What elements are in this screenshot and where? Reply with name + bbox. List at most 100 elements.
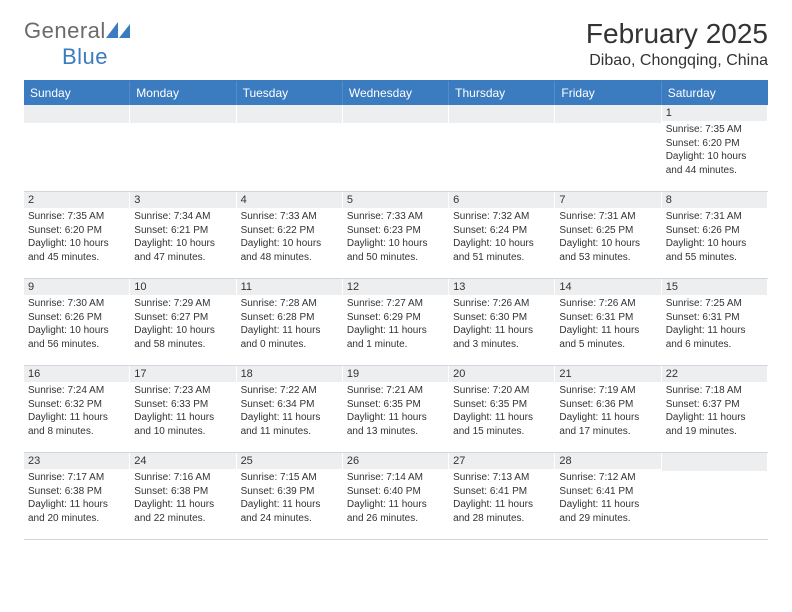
day-line: and 13 minutes. [347, 425, 444, 439]
day-cell: 22Sunrise: 7:18 AMSunset: 6:37 PMDayligh… [662, 366, 768, 452]
day-line: Daylight: 10 hours [559, 237, 656, 251]
day-line: and 22 minutes. [134, 512, 231, 526]
day-number-empty [662, 453, 767, 471]
day-number: 12 [343, 279, 448, 295]
day-cell: 21Sunrise: 7:19 AMSunset: 6:36 PMDayligh… [555, 366, 661, 452]
day-line: and 0 minutes. [241, 338, 338, 352]
day-line: Daylight: 11 hours [134, 498, 231, 512]
day-body: Sunrise: 7:18 AMSunset: 6:37 PMDaylight:… [662, 382, 767, 440]
day-body: Sunrise: 7:20 AMSunset: 6:35 PMDaylight:… [449, 382, 554, 440]
day-cell: 20Sunrise: 7:20 AMSunset: 6:35 PMDayligh… [449, 366, 555, 452]
day-line: and 19 minutes. [666, 425, 763, 439]
day-line: and 47 minutes. [134, 251, 231, 265]
day-body: Sunrise: 7:19 AMSunset: 6:36 PMDaylight:… [555, 382, 660, 440]
day-line [347, 139, 444, 153]
day-number: 28 [555, 453, 660, 469]
day-cell: 18Sunrise: 7:22 AMSunset: 6:34 PMDayligh… [237, 366, 343, 452]
day-body [237, 123, 342, 181]
day-line: Daylight: 10 hours [134, 324, 231, 338]
day-line: and 8 minutes. [28, 425, 125, 439]
weekday-thu: Thursday [449, 81, 555, 105]
day-line: Daylight: 11 hours [347, 324, 444, 338]
day-line: Sunset: 6:20 PM [666, 137, 763, 151]
day-line: Sunrise: 7:26 AM [559, 297, 656, 311]
day-line: and 44 minutes. [666, 164, 763, 178]
day-number-empty [449, 105, 554, 123]
day-line [559, 152, 656, 166]
day-line [134, 139, 231, 153]
day-line [666, 473, 763, 487]
day-line: Daylight: 11 hours [559, 324, 656, 338]
day-body: Sunrise: 7:30 AMSunset: 6:26 PMDaylight:… [24, 295, 129, 353]
day-line: and 17 minutes. [559, 425, 656, 439]
day-line: and 29 minutes. [559, 512, 656, 526]
day-line: Sunset: 6:32 PM [28, 398, 125, 412]
day-cell: 19Sunrise: 7:21 AMSunset: 6:35 PMDayligh… [343, 366, 449, 452]
day-body: Sunrise: 7:27 AMSunset: 6:29 PMDaylight:… [343, 295, 448, 353]
day-number: 1 [662, 105, 767, 121]
day-cell: 14Sunrise: 7:26 AMSunset: 6:31 PMDayligh… [555, 279, 661, 365]
day-number: 22 [662, 366, 767, 382]
day-line: Sunrise: 7:24 AM [28, 384, 125, 398]
day-body [449, 123, 554, 181]
day-line [559, 139, 656, 153]
day-body: Sunrise: 7:13 AMSunset: 6:41 PMDaylight:… [449, 469, 554, 527]
day-body: Sunrise: 7:33 AMSunset: 6:22 PMDaylight:… [237, 208, 342, 266]
day-line: Sunrise: 7:12 AM [559, 471, 656, 485]
day-body: Sunrise: 7:15 AMSunset: 6:39 PMDaylight:… [237, 469, 342, 527]
day-line: Daylight: 11 hours [453, 498, 550, 512]
month-title: February 2025 [586, 18, 768, 50]
weekday-sun: Sunday [24, 81, 130, 105]
day-line: Sunrise: 7:33 AM [241, 210, 338, 224]
day-line: Sunset: 6:24 PM [453, 224, 550, 238]
day-line: Daylight: 10 hours [241, 237, 338, 251]
logo-text-blue: Blue [62, 44, 108, 69]
weekday-wed: Wednesday [343, 81, 449, 105]
day-line [347, 166, 444, 180]
day-line: Sunrise: 7:16 AM [134, 471, 231, 485]
day-line: and 24 minutes. [241, 512, 338, 526]
week-row: 16Sunrise: 7:24 AMSunset: 6:32 PMDayligh… [24, 366, 768, 453]
day-number: 7 [555, 192, 660, 208]
day-line: Sunset: 6:35 PM [347, 398, 444, 412]
day-line: Sunset: 6:39 PM [241, 485, 338, 499]
day-cell: 15Sunrise: 7:25 AMSunset: 6:31 PMDayligh… [662, 279, 768, 365]
day-body: Sunrise: 7:31 AMSunset: 6:26 PMDaylight:… [662, 208, 767, 266]
day-line: and 15 minutes. [453, 425, 550, 439]
day-line: Daylight: 11 hours [347, 498, 444, 512]
title-block: February 2025 Dibao, Chongqing, China [586, 18, 768, 70]
day-line: Sunrise: 7:34 AM [134, 210, 231, 224]
week-row: 23Sunrise: 7:17 AMSunset: 6:38 PMDayligh… [24, 453, 768, 540]
location: Dibao, Chongqing, China [586, 52, 768, 70]
day-number: 16 [24, 366, 129, 382]
week-row: 1Sunrise: 7:35 AMSunset: 6:20 PMDaylight… [24, 105, 768, 192]
day-line: Daylight: 10 hours [347, 237, 444, 251]
day-line: Sunrise: 7:35 AM [28, 210, 125, 224]
day-number: 11 [237, 279, 342, 295]
day-cell: 13Sunrise: 7:26 AMSunset: 6:30 PMDayligh… [449, 279, 555, 365]
day-line: Daylight: 10 hours [453, 237, 550, 251]
day-line: Daylight: 11 hours [241, 498, 338, 512]
day-number: 10 [130, 279, 235, 295]
logo: General Blue [24, 18, 130, 70]
day-line: Daylight: 11 hours [453, 324, 550, 338]
day-line [666, 514, 763, 528]
day-number: 5 [343, 192, 448, 208]
day-line: and 28 minutes. [453, 512, 550, 526]
day-line: Daylight: 11 hours [28, 498, 125, 512]
header: General Blue February 2025 Dibao, Chongq… [24, 18, 768, 70]
weekday-tue: Tuesday [237, 81, 343, 105]
day-number-empty [343, 105, 448, 123]
day-cell: 5Sunrise: 7:33 AMSunset: 6:23 PMDaylight… [343, 192, 449, 278]
day-line: Daylight: 10 hours [28, 324, 125, 338]
day-body: Sunrise: 7:25 AMSunset: 6:31 PMDaylight:… [662, 295, 767, 353]
day-line: Sunset: 6:35 PM [453, 398, 550, 412]
day-number: 3 [130, 192, 235, 208]
day-number: 13 [449, 279, 554, 295]
day-line: Sunrise: 7:26 AM [453, 297, 550, 311]
day-line [453, 152, 550, 166]
day-cell: 4Sunrise: 7:33 AMSunset: 6:22 PMDaylight… [237, 192, 343, 278]
day-cell: 25Sunrise: 7:15 AMSunset: 6:39 PMDayligh… [237, 453, 343, 539]
week-row: 9Sunrise: 7:30 AMSunset: 6:26 PMDaylight… [24, 279, 768, 366]
day-line: and 55 minutes. [666, 251, 763, 265]
